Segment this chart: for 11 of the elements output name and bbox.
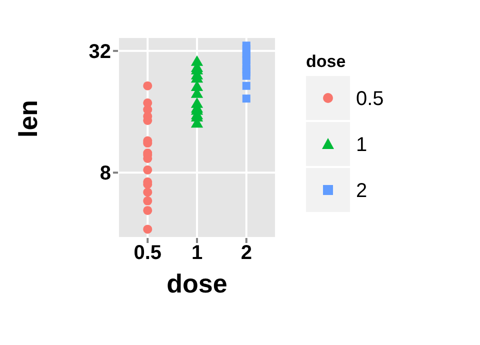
x-tick-label: 1 <box>191 242 203 264</box>
legend-title: dose <box>306 52 347 72</box>
legend-label: 2 <box>356 180 368 202</box>
x-tick-label: 2 <box>240 242 252 264</box>
x-tick-label: 0.5 <box>134 242 162 264</box>
y-tick-label: 32 <box>88 41 111 64</box>
legend-label: 1 <box>356 134 368 156</box>
y-axis-title: len <box>13 100 44 138</box>
y-tick-label: 8 <box>100 162 111 185</box>
legend-label: 0.5 <box>356 88 384 110</box>
x-axis-title: dose <box>166 268 228 298</box>
